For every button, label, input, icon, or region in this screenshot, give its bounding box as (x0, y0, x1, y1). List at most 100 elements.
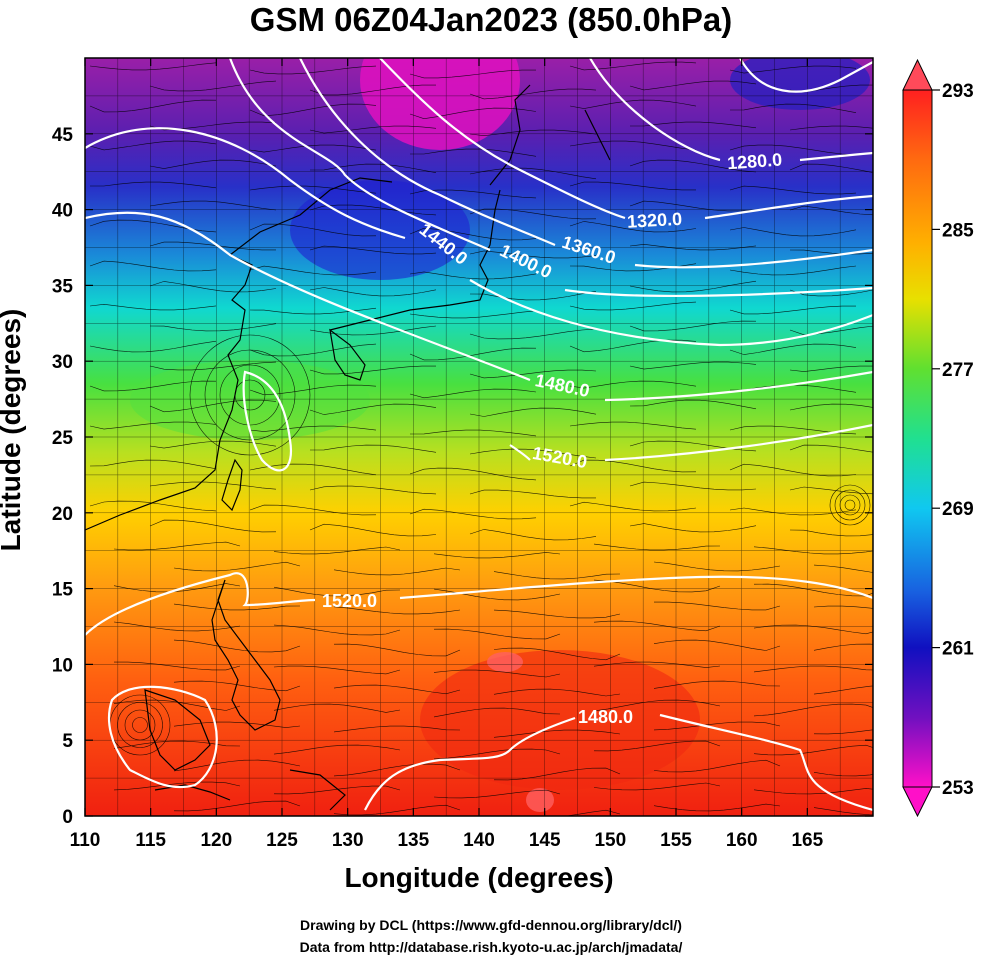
streamline (89, 340, 217, 353)
streamline (309, 365, 436, 375)
streamline (654, 601, 781, 611)
credit-line-2: Data from http://database.rish.kyoto-u.a… (299, 939, 683, 955)
streamline (813, 807, 873, 816)
streamline (173, 800, 301, 812)
streamline (410, 148, 537, 157)
streamline (469, 250, 597, 259)
streamline (653, 759, 781, 773)
streamline (653, 803, 781, 812)
contour-label: 1480.0 (578, 707, 633, 727)
streamline (249, 265, 377, 276)
streamline (789, 205, 873, 216)
y-tick-label: 45 (52, 125, 74, 146)
y-tick-label: 25 (52, 428, 74, 449)
y-tick-label: 35 (52, 276, 74, 297)
colorbar-tick-label: 261 (942, 639, 974, 660)
vortex-ring (189, 334, 311, 456)
streamline (309, 163, 437, 173)
contour-label: 1280.0 (726, 149, 782, 173)
vortex-ring (829, 484, 871, 526)
streamline (433, 552, 561, 559)
streamline (333, 684, 461, 695)
x-tick-label: 110 (70, 830, 101, 851)
contour-label: 1520.0 (322, 591, 377, 611)
streamline (409, 508, 537, 520)
streamline (249, 384, 377, 396)
streamline (173, 603, 301, 611)
y-axis-label: Latitude (degrees) (0, 309, 45, 552)
y-tick-label: 0 (62, 807, 73, 828)
streamline (753, 744, 873, 756)
colorbar-tick-label: 253 (942, 778, 974, 799)
streamline (469, 129, 597, 137)
streamline (569, 99, 697, 109)
streamline (469, 529, 597, 541)
colorbar: 293 285 277 269 261 253 (902, 58, 974, 818)
streamline (789, 444, 873, 453)
streamline (653, 561, 781, 572)
streamline (593, 661, 721, 668)
streamline (89, 99, 217, 113)
streamline (89, 260, 217, 272)
cold-pool (360, 58, 520, 150)
streamline (729, 144, 857, 156)
streamline (309, 523, 437, 537)
y-tick-label: 40 (52, 201, 73, 222)
x-tick-label: 120 (200, 830, 232, 851)
streamline (113, 781, 241, 791)
streamline (433, 789, 561, 799)
streamline (273, 546, 401, 555)
streamline (753, 665, 873, 673)
streamline (593, 782, 721, 791)
contours (85, 58, 873, 812)
streamline (629, 361, 757, 370)
streamline (653, 639, 781, 651)
streamline (433, 669, 561, 678)
streamline (569, 221, 697, 233)
streamline (629, 80, 757, 91)
streamline (333, 804, 461, 816)
y-axis-label-text: Latitude (degrees) (0, 308, 26, 552)
contour-1480-s (364, 713, 873, 812)
streamline (149, 361, 277, 371)
streamline (569, 339, 697, 353)
streamline (593, 543, 721, 551)
streamline (629, 320, 757, 332)
streamline (569, 459, 697, 473)
streamline (90, 181, 217, 189)
streamline (149, 159, 277, 169)
streamline (433, 707, 561, 718)
streamline (813, 605, 873, 609)
colorbar-gradient (902, 89, 933, 788)
streamline (273, 744, 401, 755)
streamline (653, 680, 781, 689)
contour-1400 (228, 58, 873, 298)
streamline (789, 365, 873, 372)
streamline (593, 579, 721, 593)
streamline (629, 481, 757, 491)
streamline (113, 583, 241, 593)
contour-label: 1320.0 (627, 209, 683, 232)
warm-pocket (487, 652, 523, 672)
streamline (569, 501, 697, 512)
x-tick-label: 140 (463, 830, 495, 851)
streamline (813, 685, 873, 695)
streamline (173, 759, 301, 772)
streamline (753, 788, 873, 795)
streamline (629, 159, 757, 173)
streamline (309, 403, 437, 415)
streamline (469, 448, 597, 459)
streamline (249, 103, 377, 117)
streamline (789, 163, 873, 173)
vortex-ring (132, 717, 148, 733)
streamline (409, 429, 537, 437)
streamline (89, 380, 217, 392)
streamline (433, 748, 561, 760)
credit-line-1: Drawing by DCL (https://www.gfd-dennou.o… (300, 917, 682, 933)
coastlines (85, 84, 611, 811)
streamline (593, 740, 721, 752)
streamline (493, 609, 621, 619)
x-axis: 110 115 120 125 130 135 140 145 150 155 160 165 (70, 58, 824, 851)
vortex-ring (204, 349, 296, 441)
streamline (569, 140, 697, 151)
